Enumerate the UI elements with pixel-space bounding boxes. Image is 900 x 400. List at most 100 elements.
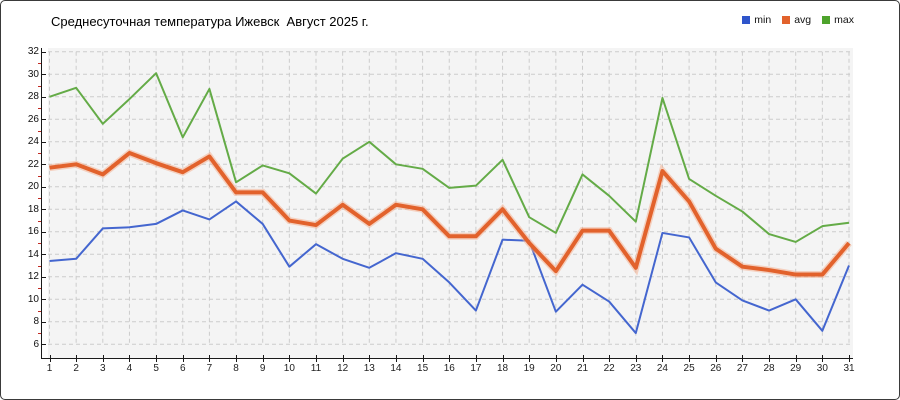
x-axis-tick bbox=[449, 355, 451, 362]
x-axis-tick bbox=[342, 355, 344, 362]
x-axis-tick bbox=[742, 355, 744, 362]
y-axis-minor-tick bbox=[38, 265, 41, 267]
x-axis-tick-label: 5 bbox=[153, 363, 159, 374]
x-axis-tick-label: 28 bbox=[763, 363, 775, 374]
x-axis-line bbox=[41, 358, 853, 359]
x-axis-tick bbox=[635, 355, 637, 362]
series-avg-line bbox=[49, 151, 851, 277]
x-axis-tick-label: 6 bbox=[179, 363, 186, 374]
y-axis-tick bbox=[41, 96, 46, 98]
y-axis-tick-label: 12 bbox=[27, 271, 39, 283]
y-axis-minor-tick bbox=[38, 220, 41, 222]
x-axis-tick-label: 21 bbox=[576, 363, 589, 374]
x-axis-tick bbox=[822, 355, 824, 362]
x-axis-tick-label: 3 bbox=[100, 363, 106, 374]
y-axis-minor-tick bbox=[38, 333, 41, 335]
y-axis-tick-label: 32 bbox=[27, 46, 39, 58]
y-axis-tick bbox=[41, 299, 46, 301]
x-axis-tick bbox=[849, 355, 850, 362]
x-axis-tick-label: 23 bbox=[630, 363, 642, 374]
y-axis-tick bbox=[41, 276, 46, 278]
x-axis-tick bbox=[582, 355, 584, 362]
y-axis-tick-label: 10 bbox=[27, 293, 39, 305]
y-axis-minor-tick bbox=[38, 108, 41, 110]
y-axis-tick-label: 28 bbox=[27, 91, 39, 103]
x-axis-tick-label: 16 bbox=[443, 363, 455, 374]
y-axis-tick-label: 8 bbox=[33, 316, 39, 328]
y-axis-tick-label: 22 bbox=[27, 158, 39, 170]
x-axis-tick bbox=[795, 355, 797, 362]
x-axis-tick-label: 12 bbox=[337, 363, 349, 374]
x-axis-tick bbox=[422, 355, 424, 362]
x-axis-tick-label: 19 bbox=[523, 363, 535, 374]
y-axis-tick bbox=[41, 51, 46, 53]
series-min-line bbox=[49, 200, 850, 335]
x-axis-tick bbox=[129, 355, 131, 362]
x-axis-tick bbox=[102, 355, 104, 362]
x-axis-tick-label: 25 bbox=[683, 363, 695, 374]
x-axis-tick-label: 13 bbox=[363, 363, 375, 374]
x-axis-tick-label: 22 bbox=[603, 363, 615, 374]
x-axis-tick-label: 20 bbox=[550, 363, 562, 374]
legend: min avg max bbox=[742, 14, 854, 26]
x-axis-tick-label: 15 bbox=[417, 363, 429, 374]
x-axis-tick bbox=[49, 355, 51, 362]
y-axis-minor-tick bbox=[38, 243, 41, 245]
y-axis-tick-label: 26 bbox=[27, 113, 39, 125]
x-axis-tick bbox=[156, 355, 158, 362]
x-axis-tick bbox=[502, 355, 504, 362]
y-axis-tick-label: 30 bbox=[27, 68, 39, 80]
y-axis-minor-tick bbox=[38, 153, 41, 155]
y-axis-minor-tick bbox=[38, 63, 41, 65]
y-axis-tick bbox=[41, 209, 46, 211]
x-axis-tick bbox=[369, 355, 371, 362]
x-axis-tick bbox=[182, 355, 184, 362]
x-axis-tick-label: 29 bbox=[790, 363, 802, 374]
y-axis-tick-label: 14 bbox=[27, 248, 39, 260]
y-axis-tick-label: 6 bbox=[33, 338, 39, 350]
x-axis-tick-label: 4 bbox=[126, 363, 133, 374]
min-series-swatch-icon bbox=[742, 16, 751, 24]
x-axis-tick bbox=[715, 355, 717, 362]
temperature-line-chart bbox=[48, 51, 853, 345]
y-axis-minor-tick bbox=[38, 85, 41, 87]
x-axis-tick bbox=[262, 355, 264, 362]
x-axis-tick-label: 30 bbox=[816, 363, 828, 374]
x-axis-tick bbox=[236, 355, 238, 362]
y-axis-tick bbox=[41, 74, 46, 76]
y-axis-tick-label: 18 bbox=[27, 203, 39, 215]
legend-entry-min: min bbox=[742, 14, 771, 26]
x-axis-tick bbox=[395, 355, 397, 362]
x-axis-tick bbox=[209, 355, 211, 362]
y-axis-tick-label: 24 bbox=[27, 136, 39, 148]
x-axis-tick bbox=[76, 355, 78, 362]
y-axis-tick bbox=[41, 321, 46, 323]
x-axis-tick-label: 26 bbox=[710, 363, 722, 374]
y-axis-minor-tick bbox=[38, 175, 41, 177]
x-axis-tick-label: 31 bbox=[843, 363, 855, 374]
x-axis-tick bbox=[662, 355, 664, 362]
y-axis-minor-tick bbox=[38, 288, 41, 290]
x-axis-tick bbox=[555, 355, 557, 362]
x-axis-tick-label: 24 bbox=[656, 363, 668, 374]
y-axis-minor-tick bbox=[38, 198, 41, 200]
series-max-line bbox=[49, 72, 850, 243]
x-axis-tick-label: 8 bbox=[233, 363, 239, 374]
y-axis-minor-tick bbox=[38, 310, 41, 312]
y-axis-tick bbox=[41, 119, 46, 121]
y-axis-tick bbox=[41, 254, 46, 256]
y-axis-tick-label: 20 bbox=[27, 181, 39, 193]
legend-entry-max: max bbox=[822, 14, 854, 26]
legend-label-max: max bbox=[834, 14, 854, 26]
y-axis-tick bbox=[41, 141, 46, 143]
x-axis-tick bbox=[316, 355, 317, 362]
y-axis-tick bbox=[41, 344, 46, 346]
avg-series-swatch-icon bbox=[782, 16, 791, 24]
y-axis-line bbox=[41, 48, 42, 359]
x-axis-tick bbox=[475, 355, 477, 362]
plot-area bbox=[48, 48, 853, 358]
x-axis-tick-label: 18 bbox=[496, 363, 509, 374]
x-axis-tick-label: 10 bbox=[283, 363, 295, 374]
x-axis-tick-label: 17 bbox=[470, 363, 482, 374]
